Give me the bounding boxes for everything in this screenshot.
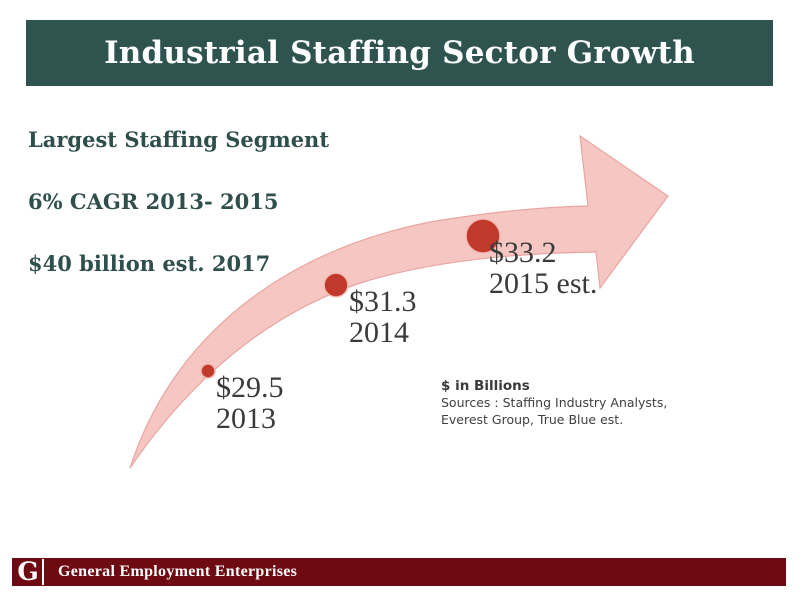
year-label-2013: 2013 xyxy=(216,402,276,435)
bullet-cagr: 6% CAGR 2013- 2015 xyxy=(28,189,279,214)
bullet-2017-estimate: $40 billion est. 2017 xyxy=(28,251,271,276)
footer-company-name: General Employment Enterprises xyxy=(58,563,298,580)
bullet-largest-segment: Largest Staffing Segment xyxy=(28,127,330,152)
data-label-2013: $29.5 2013 xyxy=(216,372,284,434)
logo-g-icon: G xyxy=(17,557,39,586)
value-label-2014: $31.3 xyxy=(349,285,417,318)
data-point-2015 xyxy=(465,218,501,254)
legend: $ in Billions Sources : Staffing Industr… xyxy=(441,378,741,428)
growth-arrow xyxy=(129,134,669,469)
slide-title: Industrial Staffing Sector Growth xyxy=(104,35,695,71)
legend-sources-line2: Everest Group, True Blue est. xyxy=(441,412,624,427)
legend-title: $ in Billions xyxy=(441,378,530,394)
legend-sources-line1: Sources : Staffing Industry Analysts, xyxy=(441,395,668,410)
title-bar: Industrial Staffing Sector Growth xyxy=(26,20,773,86)
footer-bar: G General Employment Enterprises xyxy=(12,558,786,586)
company-logo: G xyxy=(14,559,44,585)
data-point-2014 xyxy=(323,272,349,298)
year-label-2015: 2015 est. xyxy=(489,267,598,300)
data-label-2014: $31.3 2014 xyxy=(349,286,417,348)
data-label-2015: $33.2 2015 est. xyxy=(489,237,597,299)
year-label-2014: 2014 xyxy=(349,316,409,349)
data-point-2013 xyxy=(200,363,216,379)
value-label-2015: $33.2 xyxy=(489,236,557,269)
value-label-2013: $29.5 xyxy=(216,371,284,404)
